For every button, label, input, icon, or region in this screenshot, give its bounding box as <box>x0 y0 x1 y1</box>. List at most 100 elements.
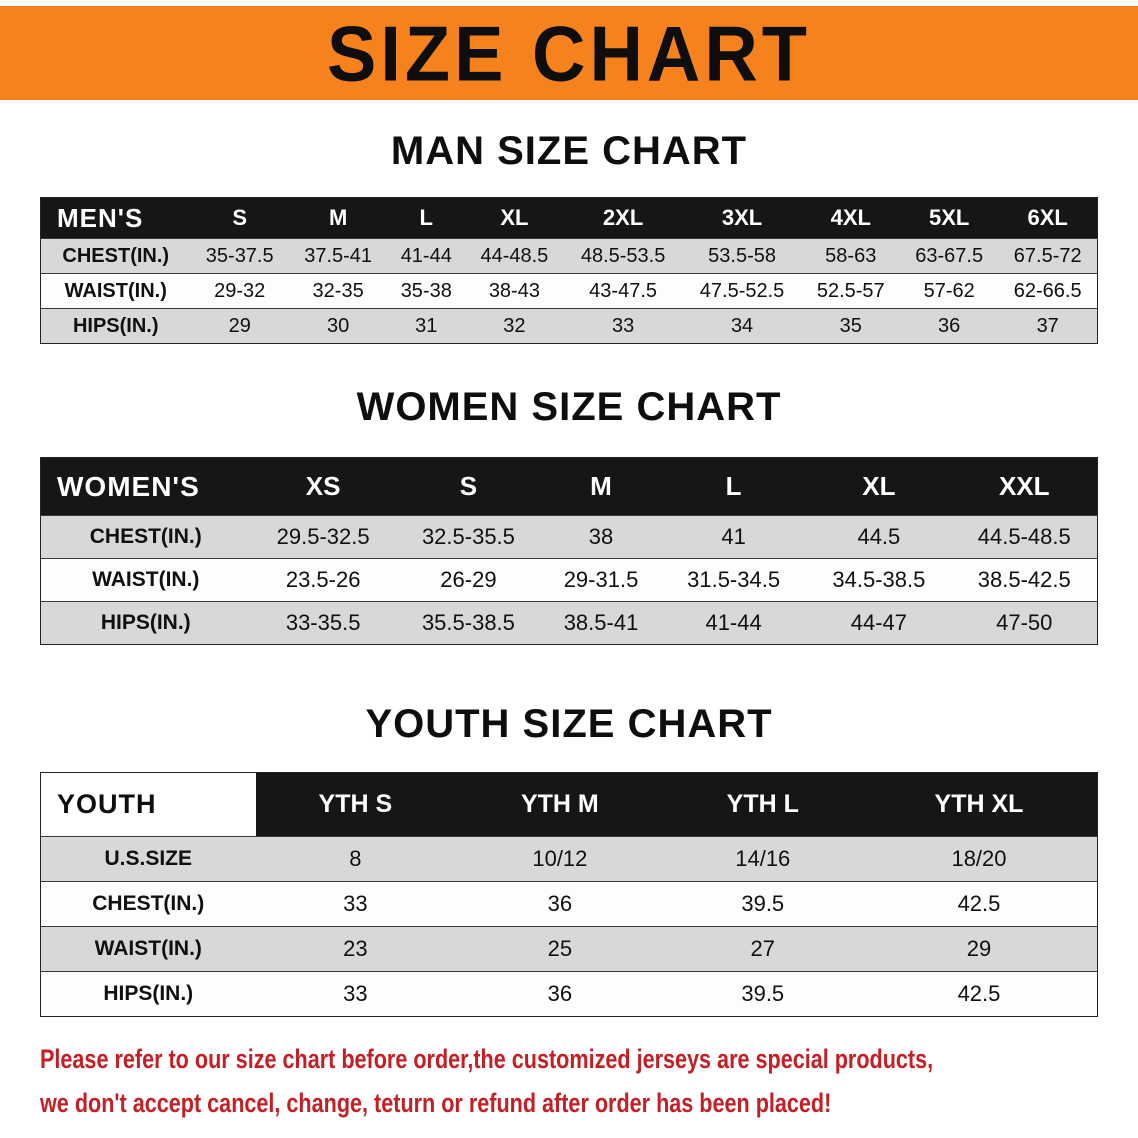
size-header-cell: 5XL <box>929 205 970 230</box>
value-cell: 8 <box>255 836 456 882</box>
table-title-cell: MEN'S <box>57 202 144 233</box>
footer-note-line-2: we don't accept cancel, change, teturn o… <box>40 1088 832 1118</box>
table-row: WAIST(IN.) 23 25 27 29 <box>40 926 1098 972</box>
value-cell: 26-29 <box>395 558 542 602</box>
value-cell: 36 <box>455 881 665 927</box>
row-label-cell: U.S.SIZE <box>40 836 256 882</box>
value-cell: 29-32 <box>190 273 289 309</box>
value-cell: 58-63 <box>801 238 900 274</box>
value-cell: 44-47 <box>806 601 952 645</box>
banner-title: SIZE CHART <box>327 9 811 97</box>
table-header-row: MEN'S S M L XL 2XL 3XL 4XL 5XL 6XL <box>40 197 1098 239</box>
size-header-cell: YTH XL <box>934 790 1024 818</box>
value-cell: 30 <box>288 308 388 344</box>
size-chart-banner: SIZE CHART <box>0 6 1138 100</box>
table-row: WAIST(IN.) 29-32 32-35 35-38 38-43 43-47.5 47.… <box>40 273 1098 309</box>
value-cell: 36 <box>899 308 999 344</box>
value-cell: 43-47.5 <box>563 273 683 309</box>
table-row: WAIST(IN.) 23.5-26 26-29 29-31.5 31.5-34.5 34… <box>40 558 1098 602</box>
value-cell: 33 <box>563 308 683 344</box>
value-cell: 38 <box>541 515 661 559</box>
value-cell: 35 <box>801 308 900 344</box>
value-cell: 44.5 <box>806 515 952 559</box>
value-cell: 44-48.5 <box>465 238 564 274</box>
table-row: CHEST(IN.) 33 36 39.5 42.5 <box>40 881 1098 927</box>
size-header-cell: YTH M <box>520 790 599 818</box>
youth-section-heading: YOUTH SIZE CHART <box>365 702 773 746</box>
value-cell: 62-66.5 <box>998 273 1098 309</box>
size-header-cell: S <box>232 205 248 230</box>
size-header-cell: 6XL <box>1027 205 1068 230</box>
value-cell: 42.5 <box>860 881 1098 927</box>
size-header-cell: 3XL <box>721 205 763 230</box>
value-cell: 23.5-26 <box>250 558 396 602</box>
size-header-cell: 4XL <box>830 205 871 230</box>
size-header-cell: XL <box>862 471 896 501</box>
value-cell: 41-44 <box>387 238 466 274</box>
value-cell: 14/16 <box>664 836 861 882</box>
men-section: MAN SIZE CHART MEN'S S M L XL 2XL 3XL 4XL 5XL 6XL… <box>0 128 1138 344</box>
size-header-cell: M <box>590 471 612 501</box>
value-cell: 27 <box>664 926 861 972</box>
value-cell: 36 <box>455 971 665 1017</box>
size-header-cell: XL <box>500 205 529 230</box>
size-header-cell: L <box>725 471 742 501</box>
value-cell: 33 <box>255 881 456 927</box>
row-label-cell: CHEST(IN.) <box>40 515 251 559</box>
value-cell: 32 <box>465 308 564 344</box>
value-cell: 57-62 <box>899 273 999 309</box>
value-cell: 39.5 <box>664 881 861 927</box>
value-cell: 37 <box>998 308 1098 344</box>
value-cell: 33-35.5 <box>250 601 396 645</box>
table-row: CHEST(IN.) 29.5-32.5 32.5-35.5 38 41 44.5 44.5… <box>40 515 1098 559</box>
men-size-table: MEN'S S M L XL 2XL 3XL 4XL 5XL 6XL CHEST(IN.) 35-37… <box>40 197 1098 344</box>
value-cell: 23 <box>255 926 456 972</box>
youth-section: YOUTH SIZE CHART YOUTH YTH S YTH M YTH L YTH… <box>0 701 1138 1017</box>
value-cell: 42.5 <box>860 971 1098 1017</box>
table-header-row: YOUTH YTH S YTH M YTH L YTH XL <box>40 772 1098 837</box>
table-row: CHEST(IN.) 35-37.5 37.5-41 41-44 44-48.5 48.5… <box>40 238 1098 274</box>
women-size-table: WOMEN'S XS S M L XL XXL CHEST(IN.) 29.5-32.5 32.5… <box>40 457 1098 645</box>
table-row: HIPS(IN.) 33-35.5 35.5-38.5 38.5-41 41-44 44-… <box>40 601 1098 645</box>
women-section: WOMEN SIZE CHART WOMEN'S XS S M L XL XXL CHEST(… <box>0 384 1138 645</box>
row-label-cell: CHEST(IN.) <box>40 238 191 274</box>
value-cell: 34.5-38.5 <box>806 558 952 602</box>
value-cell: 32-35 <box>288 273 388 309</box>
size-header-cell: L <box>419 205 433 230</box>
value-cell: 29-31.5 <box>541 558 661 602</box>
value-cell: 29 <box>190 308 289 344</box>
value-cell: 35.5-38.5 <box>395 601 542 645</box>
table-row: U.S.SIZE 8 10/12 14/16 18/20 <box>40 836 1098 882</box>
table-title-cell: YOUTH <box>40 772 256 837</box>
row-label-cell: HIPS(IN.) <box>40 601 251 645</box>
value-cell: 41-44 <box>660 601 807 645</box>
men-section-heading: MAN SIZE CHART <box>390 129 748 173</box>
value-cell: 29 <box>860 926 1098 972</box>
value-cell: 39.5 <box>664 971 861 1017</box>
value-cell: 38.5-42.5 <box>951 558 1098 602</box>
value-cell: 33 <box>255 971 456 1017</box>
row-label-cell: HIPS(IN.) <box>40 308 191 344</box>
row-label-cell: WAIST(IN.) <box>40 926 256 972</box>
row-label-cell: HIPS(IN.) <box>40 971 256 1017</box>
size-header-cell: S <box>459 471 478 501</box>
value-cell: 47-50 <box>951 601 1098 645</box>
table-title-cell: WOMEN'S <box>57 470 200 502</box>
value-cell: 44.5-48.5 <box>951 515 1098 559</box>
value-cell: 67.5-72 <box>998 238 1098 274</box>
size-header-cell: YTH S <box>318 790 393 818</box>
table-row: HIPS(IN.) 29 30 31 32 33 34 35 36 37 <box>40 308 1098 344</box>
footer-note-line-1: Please refer to our size chart before or… <box>40 1044 934 1074</box>
footer-note: Please refer to our size chart before or… <box>40 1039 1138 1123</box>
value-cell: 48.5-53.5 <box>563 238 683 274</box>
value-cell: 37.5-41 <box>288 238 388 274</box>
value-cell: 52.5-57 <box>801 273 900 309</box>
table-row: HIPS(IN.) 33 36 39.5 42.5 <box>40 971 1098 1017</box>
value-cell: 34 <box>682 308 802 344</box>
size-header-cell: XS <box>305 471 341 501</box>
value-cell: 38.5-41 <box>541 601 661 645</box>
value-cell: 10/12 <box>455 836 665 882</box>
value-cell: 18/20 <box>860 836 1098 882</box>
size-header-cell: 2XL <box>602 205 644 230</box>
row-label-cell: CHEST(IN.) <box>40 881 256 927</box>
